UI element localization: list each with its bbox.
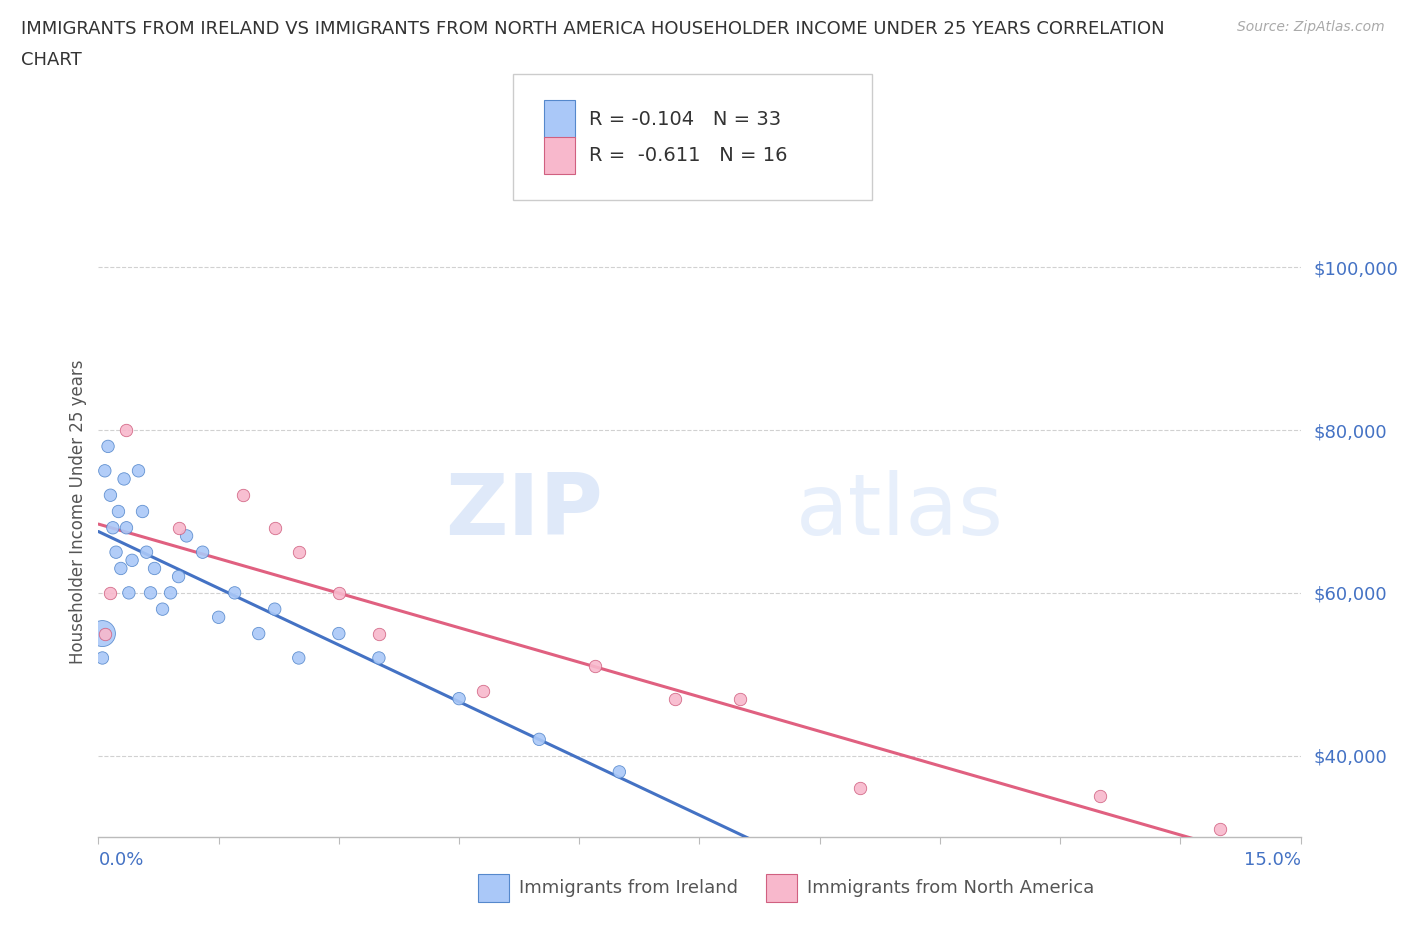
Point <box>105 545 128 560</box>
Point <box>112 472 135 486</box>
Point <box>609 764 631 779</box>
Text: R =  -0.611   N = 16: R = -0.611 N = 16 <box>589 146 787 165</box>
Text: IMMIGRANTS FROM IRELAND VS IMMIGRANTS FROM NORTH AMERICA HOUSEHOLDER INCOME UNDE: IMMIGRANTS FROM IRELAND VS IMMIGRANTS FR… <box>21 20 1164 38</box>
Point <box>1088 789 1111 804</box>
Point <box>191 545 214 560</box>
Point <box>368 651 391 666</box>
Point <box>263 521 285 536</box>
Point <box>728 691 751 706</box>
Text: atlas: atlas <box>796 470 1004 553</box>
Point <box>121 552 143 567</box>
Point <box>107 504 129 519</box>
Text: Immigrants from Ireland: Immigrants from Ireland <box>519 879 738 897</box>
Text: Source: ZipAtlas.com: Source: ZipAtlas.com <box>1237 20 1385 34</box>
Point <box>131 504 153 519</box>
Point <box>328 586 350 601</box>
Point <box>247 626 270 641</box>
Point <box>664 691 686 706</box>
Point <box>139 586 162 601</box>
Point <box>159 586 181 601</box>
Text: 0.0%: 0.0% <box>98 851 143 869</box>
Point <box>100 586 122 601</box>
Point <box>115 521 138 536</box>
Point <box>94 626 117 641</box>
Point <box>208 610 231 625</box>
Point <box>91 651 114 666</box>
Point <box>167 569 190 584</box>
Point <box>118 586 141 601</box>
Point <box>232 488 254 503</box>
Text: 15.0%: 15.0% <box>1243 851 1301 869</box>
Point <box>94 463 117 478</box>
Point <box>143 561 166 576</box>
Point <box>167 521 190 536</box>
Text: CHART: CHART <box>21 51 82 69</box>
Point <box>128 463 150 478</box>
Point <box>101 521 124 536</box>
Point <box>529 732 551 747</box>
Point <box>135 545 157 560</box>
Point <box>224 586 246 601</box>
Text: ZIP: ZIP <box>446 470 603 553</box>
Point <box>110 561 132 576</box>
Point <box>115 423 138 438</box>
Text: R = -0.104   N = 33: R = -0.104 N = 33 <box>589 110 782 128</box>
Point <box>288 545 311 560</box>
Point <box>100 488 122 503</box>
Y-axis label: Householder Income Under 25 years: Householder Income Under 25 years <box>69 359 87 664</box>
Point <box>97 439 120 454</box>
Point <box>288 651 311 666</box>
Point <box>583 658 606 673</box>
Point <box>328 626 350 641</box>
Point <box>152 602 174 617</box>
Point <box>447 691 470 706</box>
Point <box>1209 821 1232 836</box>
Point <box>176 528 198 543</box>
Point <box>368 626 391 641</box>
Point <box>472 683 495 698</box>
Text: Immigrants from North America: Immigrants from North America <box>807 879 1094 897</box>
Point <box>263 602 285 617</box>
Point <box>91 626 114 641</box>
Point <box>849 780 872 795</box>
